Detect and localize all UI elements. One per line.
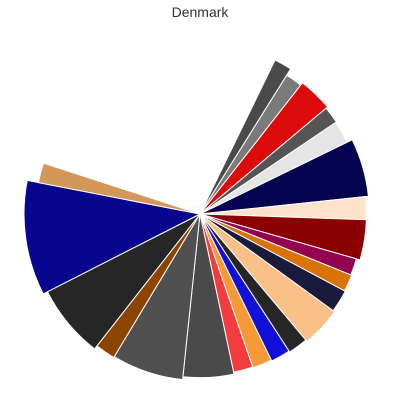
- pie-slice-4: [199, 107, 338, 215]
- chart-title: Denmark: [171, 4, 229, 20]
- pie-slice-12: [199, 213, 336, 343]
- pie-slice-6: [199, 139, 369, 215]
- pie-slice-13: [199, 213, 307, 353]
- pie-slice-1: [199, 59, 292, 215]
- pie-slice-22: [37, 162, 201, 215]
- pie-slice-15: [199, 213, 272, 369]
- pie-slice-3: [199, 82, 329, 215]
- pie-slice-14: [199, 213, 290, 362]
- chart-slices: [23, 59, 369, 381]
- pie-slice-21: [23, 179, 202, 295]
